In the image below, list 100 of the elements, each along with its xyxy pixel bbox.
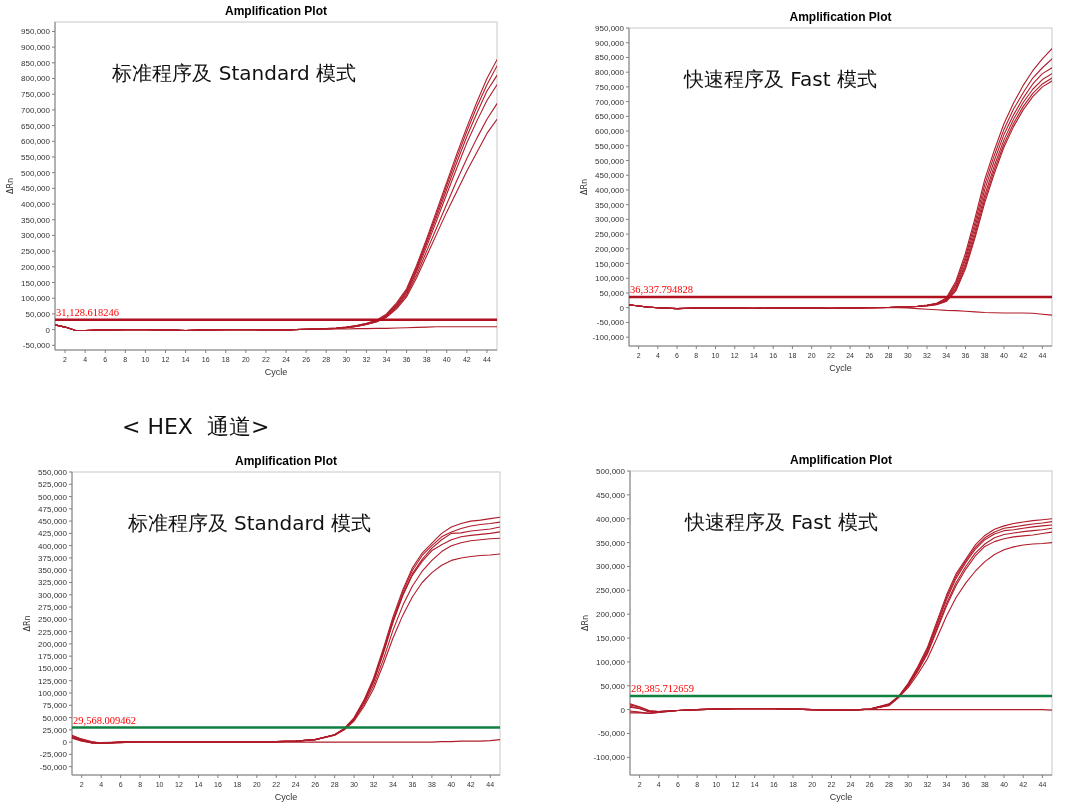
y-tick-label: 550,000 xyxy=(595,141,625,151)
y-tick-label: 700,000 xyxy=(21,105,51,115)
y-tick-label: 850,000 xyxy=(21,58,51,68)
y-tick-label: 150,000 xyxy=(595,259,625,269)
y-tick-label: 850,000 xyxy=(595,53,625,63)
y-tick-label: 100,000 xyxy=(595,274,625,284)
y-tick-label: 400,000 xyxy=(38,541,68,551)
y-tick-label: 250,000 xyxy=(596,586,626,596)
y-tick-label: 500,000 xyxy=(595,156,625,166)
y-tick-label: 200,000 xyxy=(21,262,51,272)
y-tick-label: 325,000 xyxy=(38,578,68,588)
y-tick-label: 750,000 xyxy=(595,82,625,92)
y-tick-label: 200,000 xyxy=(595,244,625,254)
y-tick-label: 700,000 xyxy=(595,97,625,107)
x-axis-title: Cycle xyxy=(264,367,288,377)
y-tick-label: 300,000 xyxy=(38,590,68,600)
y-tick-label: 100,000 xyxy=(38,688,68,698)
y-tick-label: 400,000 xyxy=(595,185,625,195)
y-tick-label: 200,000 xyxy=(38,639,68,649)
y-tick-label: 200,000 xyxy=(596,610,626,620)
y-tick-label: 350,000 xyxy=(596,538,626,548)
y-tick-label: 750,000 xyxy=(21,90,51,100)
y-tick-label: 950,000 xyxy=(595,24,625,33)
y-tick-label: 350,000 xyxy=(595,200,625,210)
y-axis-title: ΔRn xyxy=(23,615,32,632)
y-tick-label: 475,000 xyxy=(38,504,68,514)
y-tick-label: 450,000 xyxy=(596,490,626,500)
y-tick-label: 350,000 xyxy=(38,566,68,576)
y-tick-label: 250,000 xyxy=(38,615,68,625)
y-tick-label: 50,000 xyxy=(42,713,68,723)
annotation: 快速程序及 Fast 模式 xyxy=(683,510,878,534)
y-tick-label: 275,000 xyxy=(38,603,68,613)
x-axis-title: Cycle xyxy=(829,363,852,373)
annotation: 标准程序及 Standard 模式 xyxy=(126,511,372,535)
x-axis-title: Cycle xyxy=(829,792,853,802)
y-tick-label: 500,000 xyxy=(596,467,626,476)
y-tick-label: 800,000 xyxy=(595,68,625,78)
y-tick-label: 400,000 xyxy=(596,514,626,524)
y-tick-label: 250,000 xyxy=(21,247,51,257)
annotation: 快速程序及 Fast 模式 xyxy=(682,67,877,91)
chart-title: Amplification Plot xyxy=(235,454,337,468)
y-tick-label: 900,000 xyxy=(595,38,625,48)
chart-title: Amplification Plot xyxy=(225,4,327,18)
y-tick-label: 375,000 xyxy=(38,553,68,563)
y-axis-title: ΔRn xyxy=(581,614,590,632)
y-tick-label: 50,000 xyxy=(600,681,626,691)
y-tick-label: 75,000 xyxy=(42,701,68,711)
y-tick-label: 525,000 xyxy=(38,480,68,490)
y-tick-label: 0 xyxy=(62,738,68,748)
y-axis-title: ΔRn xyxy=(580,178,589,196)
y-tick-label: 450,000 xyxy=(38,517,68,527)
y-tick-label: 0 xyxy=(45,325,51,335)
y-tick-label: 300,000 xyxy=(21,231,51,241)
y-tick-label: -50,000 xyxy=(39,762,68,772)
y-tick-label: 500,000 xyxy=(38,492,68,502)
y-tick-label: 550,000 xyxy=(38,468,68,477)
y-tick-label: 300,000 xyxy=(596,562,626,572)
y-tick-label: 450,000 xyxy=(21,184,51,194)
y-tick-label: 600,000 xyxy=(595,127,625,137)
y-tick-label: -50,000 xyxy=(596,318,625,328)
y-tick-label: 150,000 xyxy=(38,664,68,674)
y-tick-label: 425,000 xyxy=(38,529,68,539)
y-tick-label: 600,000 xyxy=(21,137,51,147)
y-tick-label: 125,000 xyxy=(38,676,68,686)
y-tick-label: 175,000 xyxy=(38,652,68,662)
y-tick-label: -50,000 xyxy=(22,341,51,351)
chart-title: Amplification Plot xyxy=(790,453,892,467)
x-axis-title: Cycle xyxy=(274,792,298,802)
chart-title: Amplification Plot xyxy=(789,10,892,24)
ref-line-label: 29,568.009462 xyxy=(73,714,136,726)
ref-line-label: 36,337.794828 xyxy=(630,284,693,296)
y-tick-label: 50,000 xyxy=(25,309,51,319)
y-tick-label: 350,000 xyxy=(21,215,51,225)
y-tick-label: -100,000 xyxy=(593,753,626,763)
y-tick-label: -50,000 xyxy=(597,729,626,739)
y-tick-label: 225,000 xyxy=(38,627,68,637)
y-axis-title: ΔRn xyxy=(6,177,15,195)
y-tick-label: 450,000 xyxy=(595,171,625,181)
y-tick-label: 250,000 xyxy=(595,230,625,240)
y-tick-label: -25,000 xyxy=(39,750,68,760)
y-tick-label: 500,000 xyxy=(21,168,51,178)
y-tick-label: 400,000 xyxy=(21,200,51,210)
y-tick-label: 100,000 xyxy=(21,294,51,304)
y-tick-label: 800,000 xyxy=(21,74,51,84)
y-tick-label: 150,000 xyxy=(21,278,51,288)
y-tick-label: 650,000 xyxy=(595,112,625,122)
y-tick-label: 0 xyxy=(620,705,626,715)
y-tick-label: 50,000 xyxy=(599,289,625,298)
y-tick-label: 0 xyxy=(619,303,625,313)
text: < HEX 通道> xyxy=(122,414,270,439)
y-tick-label: 100,000 xyxy=(596,657,626,667)
annotation: 标准程序及 Standard 模式 xyxy=(111,61,357,85)
ref-line-label: 31,128.618246 xyxy=(56,306,119,318)
y-tick-label: 150,000 xyxy=(596,634,626,644)
y-tick-label: -100,000 xyxy=(592,333,625,343)
y-tick-label: 950,000 xyxy=(21,27,51,37)
y-tick-label: 900,000 xyxy=(21,43,51,53)
y-tick-label: 25,000 xyxy=(42,725,68,735)
y-tick-label: 550,000 xyxy=(21,152,51,162)
y-tick-label: 650,000 xyxy=(21,121,51,131)
